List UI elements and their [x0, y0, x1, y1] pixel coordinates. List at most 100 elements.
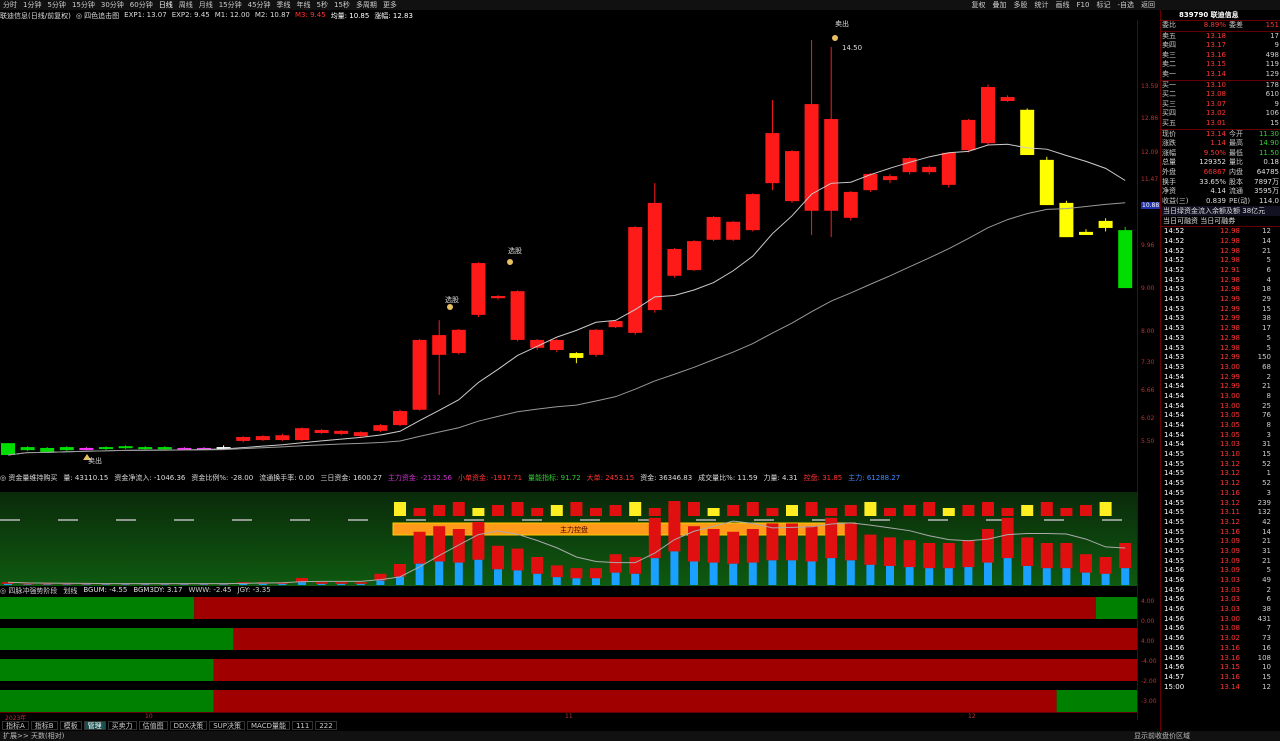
tool-button[interactable]: 叠加: [992, 1, 1007, 9]
candle-body[interactable]: [961, 119, 976, 151]
candle-body[interactable]: [922, 166, 937, 173]
signal-strips-panel[interactable]: [0, 595, 1137, 712]
candle-body[interactable]: [1059, 202, 1074, 238]
tool-button[interactable]: 标记: [1096, 1, 1111, 9]
candle-body[interactable]: [1039, 159, 1054, 206]
period-button[interactable]: 15分钟: [71, 1, 95, 9]
candle-body[interactable]: [157, 447, 172, 450]
tool-button[interactable]: F10: [1076, 1, 1090, 9]
candle-body[interactable]: [765, 133, 780, 184]
candle-body[interactable]: [981, 86, 995, 144]
candle-body[interactable]: [843, 191, 858, 218]
indicator-tab[interactable]: 管理: [83, 721, 106, 730]
period-button[interactable]: 更多: [382, 1, 397, 9]
candle-body[interactable]: [79, 447, 94, 450]
candle-body[interactable]: [236, 436, 251, 441]
candle-body[interactable]: [59, 447, 74, 451]
candle-body[interactable]: [706, 216, 721, 240]
candle-body[interactable]: [863, 173, 878, 191]
period-button[interactable]: 30分钟: [100, 1, 124, 9]
candle-body[interactable]: [40, 447, 55, 452]
period-button[interactable]: 年线: [296, 1, 311, 9]
candle-body[interactable]: [628, 227, 643, 333]
candle-body[interactable]: [687, 241, 701, 271]
candle-body[interactable]: [1000, 97, 1015, 102]
candle-body[interactable]: [295, 428, 309, 441]
candle-body[interactable]: [353, 432, 368, 437]
period-button[interactable]: 月线: [198, 1, 213, 9]
candle-body[interactable]: [745, 194, 760, 231]
tool-button[interactable]: 画线: [1055, 1, 1070, 9]
period-button[interactable]: 季线: [276, 1, 291, 9]
candle-body[interactable]: [883, 176, 897, 181]
candle-body[interactable]: [275, 435, 290, 441]
period-button[interactable]: 15秒: [334, 1, 350, 9]
candle-body[interactable]: [471, 263, 486, 315]
volume-panel[interactable]: 主力控盘: [0, 492, 1137, 586]
candle-body[interactable]: [255, 436, 270, 441]
quote-row: 总量 129352 量比 0.18: [1161, 158, 1280, 168]
tool-button[interactable]: 复权: [971, 1, 986, 9]
indicator-tab[interactable]: 111: [291, 721, 314, 730]
indicator-tab[interactable]: 指标B: [30, 721, 58, 730]
candle-body[interactable]: [589, 329, 603, 355]
candle-body[interactable]: [138, 447, 153, 450]
indicator-tab[interactable]: 模板: [59, 721, 82, 730]
candle-body[interactable]: [785, 151, 799, 202]
period-button[interactable]: 60分钟: [129, 1, 153, 9]
period-button[interactable]: 日线: [158, 1, 173, 9]
candle-body[interactable]: [804, 104, 819, 211]
candle-body[interactable]: [1, 443, 15, 455]
candle-body[interactable]: [902, 158, 917, 173]
candle-body[interactable]: [941, 152, 956, 185]
indicator-tab[interactable]: 估值图: [138, 721, 168, 730]
candle-body[interactable]: [569, 353, 584, 358]
period-button[interactable]: 5秒: [316, 1, 329, 9]
candle-body[interactable]: [334, 430, 349, 434]
candle-body[interactable]: [177, 447, 192, 450]
candle-body[interactable]: [530, 339, 545, 348]
period-button[interactable]: 1分钟: [23, 1, 42, 9]
candle-body[interactable]: [647, 202, 662, 311]
period-button[interactable]: 45分钟: [247, 1, 271, 9]
candle-body[interactable]: [99, 447, 113, 450]
candle-body[interactable]: [824, 119, 839, 211]
candle-body[interactable]: [1020, 109, 1035, 156]
candle-body[interactable]: [491, 296, 505, 299]
candle-body[interactable]: [373, 425, 388, 431]
tool-button[interactable]: 返回: [1141, 1, 1155, 9]
tool-button[interactable]: 多股: [1013, 1, 1028, 9]
candle-body[interactable]: [549, 339, 564, 351]
indicator-tab[interactable]: SUP决策: [209, 721, 245, 730]
indicator-tab[interactable]: DDX决策: [169, 721, 208, 730]
indicator-tab[interactable]: 指标A: [2, 721, 29, 730]
period-button[interactable]: 15分钟: [218, 1, 242, 9]
tick-list[interactable]: 14:52 12.98 12 14:52 12.98 14 14:52 12.98 21 14:5…: [1161, 226, 1280, 692]
tool-button[interactable]: 统计: [1034, 1, 1049, 9]
candle-body[interactable]: [412, 339, 427, 410]
candle-body[interactable]: [510, 291, 525, 340]
candle-body[interactable]: [608, 321, 623, 328]
candle-body[interactable]: [432, 335, 447, 355]
period-button[interactable]: 多周期: [355, 1, 377, 9]
period-button[interactable]: 5分钟: [47, 1, 66, 9]
candle-body[interactable]: [1098, 220, 1113, 228]
candle-body[interactable]: [1079, 231, 1093, 235]
candle-body[interactable]: [726, 221, 741, 240]
indicator-tab[interactable]: MACD量能: [246, 721, 290, 730]
candle-body[interactable]: [393, 411, 407, 426]
order-ratio-row: 委比 8.89% 委差 151: [1161, 21, 1280, 31]
candle-body[interactable]: [1118, 230, 1133, 289]
indicator-tab[interactable]: 222: [315, 721, 337, 730]
tool-button[interactable]: -自选: [1117, 1, 1134, 9]
candle-body[interactable]: [118, 446, 133, 449]
candle-body[interactable]: [20, 447, 35, 451]
period-button[interactable]: 分时: [3, 1, 17, 9]
candle-body[interactable]: [667, 249, 682, 276]
indicator-tab[interactable]: 买卖力: [107, 721, 137, 730]
candle-body[interactable]: [216, 447, 231, 450]
candle-body[interactable]: [314, 429, 329, 434]
candle-body[interactable]: [451, 329, 466, 354]
period-button[interactable]: 周线: [178, 1, 193, 9]
